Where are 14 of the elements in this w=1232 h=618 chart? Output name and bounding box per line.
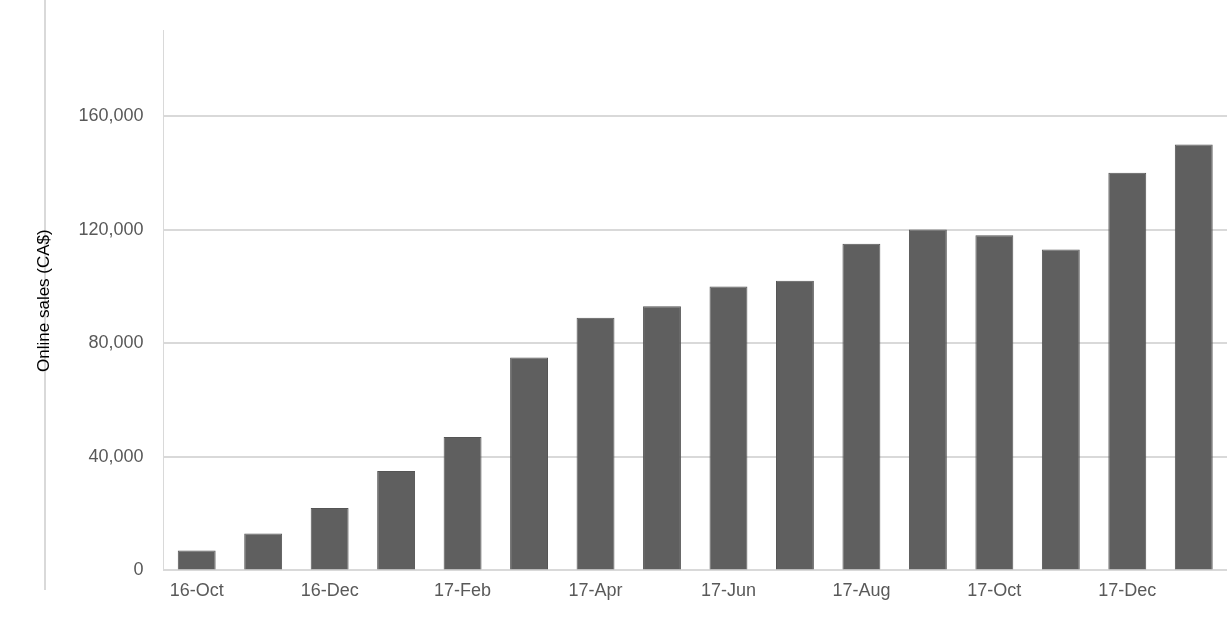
x-tick-label: 16-Oct bbox=[169, 580, 224, 601]
y-tick-label: 40,000 bbox=[88, 445, 144, 466]
x-tick-label: 17-Jun bbox=[700, 580, 756, 601]
x-tick-label: 17-Feb bbox=[434, 580, 492, 601]
x-tick-label: 17-Oct bbox=[967, 580, 1022, 601]
y-tick-label: 160,000 bbox=[78, 104, 144, 125]
y-tick-label: 0 bbox=[133, 559, 144, 580]
y-tick-label: 80,000 bbox=[88, 332, 144, 353]
y-tick-label: 120,000 bbox=[78, 218, 144, 239]
x-tick-label: 16-Dec bbox=[300, 580, 359, 601]
y-axis-title: Online sales (CA$) bbox=[33, 229, 53, 372]
x-tick-label: 17-Aug bbox=[832, 580, 891, 601]
x-tick-label: 17-Dec bbox=[1098, 580, 1157, 601]
x-tick-label: 17-Apr bbox=[568, 580, 623, 601]
